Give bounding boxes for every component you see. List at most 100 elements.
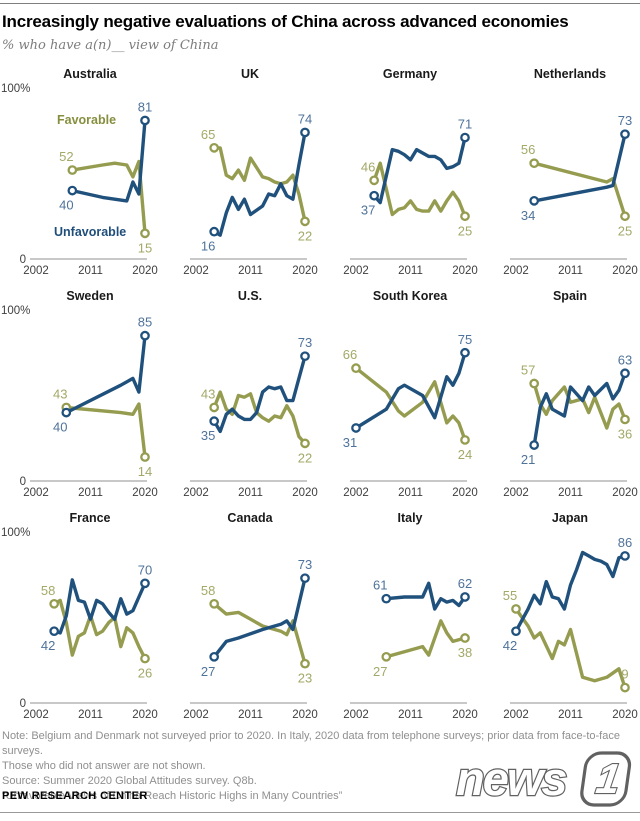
- favorable-start-value-label: 66: [343, 347, 357, 362]
- favorable-start-value-label: 46: [361, 159, 375, 174]
- chart-title: South Korea: [373, 289, 448, 303]
- chart-title: Japan: [552, 511, 588, 525]
- chart-cell-uk: UK 2002 2011 2020 65 22 16 74: [160, 62, 320, 284]
- note-line-1: Note: Belgium and Denmark not surveyed p…: [2, 730, 620, 757]
- news1-logo-word: news: [456, 752, 566, 805]
- unfavorable-end-marker: [300, 127, 310, 138]
- x-tick-label: 2002: [503, 487, 529, 499]
- favorable-end-marker: [460, 435, 470, 445]
- x-tick-label: 2020: [132, 265, 158, 277]
- favorable-line: [372, 161, 467, 218]
- x-tick-label: 2020: [292, 709, 318, 721]
- y-axis-top-label: 100%: [1, 305, 30, 317]
- unfavorable-line: [354, 351, 467, 430]
- unfavorable-start-value-label: 40: [59, 198, 73, 213]
- favorable-end-marker: [460, 633, 470, 643]
- unfavorable-end-value-label: 74: [298, 111, 312, 126]
- x-tick-label: 2002: [343, 487, 369, 499]
- unfavorable-start-marker: [61, 407, 72, 418]
- chart-title: Canada: [227, 511, 273, 525]
- unfavorable-start-value-label: 42: [503, 638, 517, 653]
- x-tick-label: 2011: [238, 265, 263, 277]
- unfavorable-end-value-label: 71: [458, 117, 472, 132]
- x-tick-label: 2020: [132, 487, 158, 499]
- favorable-start-value-label: 57: [521, 363, 535, 378]
- unfavorable-start-marker: [209, 226, 220, 237]
- favorable-end-value-label: 25: [458, 223, 472, 238]
- favorable-start-value-label: 43: [201, 386, 215, 401]
- x-tick-label: 2011: [78, 265, 103, 277]
- favorable-start-marker: [351, 363, 361, 373]
- unfavorable-start-value-label: 16: [201, 239, 215, 254]
- chart-title: Spain: [553, 289, 587, 303]
- chart-svg-netherlands: Netherlands 2002 2011 2020 56 25 34 73: [503, 67, 638, 277]
- x-tick-label: 2011: [398, 487, 423, 499]
- x-tick-label: 2020: [132, 709, 158, 721]
- legend-unfavorable-label: Unfavorable: [54, 225, 126, 239]
- favorable-start-marker: [209, 143, 220, 153]
- x-tick-label: 2020: [452, 265, 478, 277]
- x-tick-label: 2020: [292, 265, 318, 277]
- chart-svg-uk: UK 2002 2011 2020 65 22 16 74: [183, 67, 318, 277]
- favorable-line: [64, 402, 147, 459]
- x-tick-label: 2011: [558, 709, 583, 721]
- chart-title: U.S.: [238, 289, 262, 303]
- unfavorable-end-value-label: 81: [138, 99, 152, 114]
- y-axis-zero-label: 0: [20, 254, 26, 266]
- favorable-end-value-label: 23: [298, 671, 312, 686]
- favorable-end-marker: [140, 228, 150, 239]
- unfavorable-start-marker: [67, 185, 78, 196]
- x-tick-label: 2002: [183, 709, 209, 721]
- favorable-start-marker: [529, 158, 540, 169]
- favorable-start-marker: [511, 604, 521, 614]
- favorable-end-marker: [140, 653, 150, 664]
- y-axis-top-label: 100%: [1, 527, 30, 539]
- news1-logo: news 1: [455, 751, 632, 807]
- favorable-end-value-label: 22: [298, 228, 312, 243]
- top-rule: [0, 3, 640, 4]
- favorable-line: [384, 619, 467, 659]
- favorable-end-value-label: 38: [458, 645, 472, 660]
- x-tick-label: 2002: [183, 265, 209, 277]
- charts-grid: Australia 100% 0 2002 2011 2020 52 15 40 81 Favora…: [0, 62, 640, 728]
- chart-cell-netherlands: Netherlands 2002 2011 2020 56 25 34 73: [480, 62, 640, 284]
- note-line-2: Those who did not answer are not shown.: [2, 760, 206, 772]
- x-tick-label: 2011: [238, 709, 263, 721]
- favorable-start-value-label: 52: [59, 149, 73, 164]
- favorable-end-value-label: 9: [621, 667, 628, 682]
- chart-svg-canada: Canada 2002 2011 2020 58 23 27 73: [183, 511, 318, 721]
- x-tick-label: 2002: [23, 265, 49, 277]
- pew-research-center-label: PEW RESEARCH CENTER: [2, 790, 148, 802]
- unfavorable-start-value-label: 61: [373, 578, 387, 593]
- x-tick-label: 2011: [558, 265, 583, 277]
- unfavorable-start-marker: [209, 651, 220, 662]
- favorable-end-value-label: 24: [458, 447, 472, 462]
- favorable-start-value-label: 27: [373, 664, 387, 679]
- unfavorable-start-marker: [529, 440, 540, 450]
- y-axis-top-label: 100%: [1, 83, 30, 95]
- unfavorable-start-value-label: 37: [361, 203, 375, 218]
- chart-svg-spain: Spain 2002 2011 2020 57 36 21 63: [503, 289, 638, 499]
- unfavorable-end-value-label: 75: [458, 332, 472, 347]
- favorable-end-marker: [460, 211, 470, 222]
- x-tick-label: 2002: [503, 265, 529, 277]
- unfavorable-start-value-label: 27: [201, 664, 215, 679]
- unfavorable-line: [384, 581, 467, 611]
- chart-cell-south-korea: South Korea 2002 2011 2020 66 24 31 75: [320, 284, 480, 506]
- unfavorable-end-marker: [620, 551, 630, 561]
- unfavorable-start-marker: [529, 196, 540, 206]
- unfavorable-start-marker: [209, 416, 220, 426]
- unfavorable-line: [212, 130, 307, 237]
- unfavorable-line: [64, 334, 147, 415]
- favorable-start-value-label: 43: [53, 386, 67, 401]
- chart-svg-italy: Italy 2002 2011 2020 27 38 61 62: [343, 511, 478, 721]
- unfavorable-end-marker: [300, 351, 310, 362]
- x-tick-label: 2020: [612, 265, 638, 277]
- report-quote-line: “Unfavorable Views of China Reach Histor…: [2, 790, 343, 802]
- chart-title: UK: [241, 67, 259, 81]
- unfavorable-start-marker: [511, 626, 521, 637]
- unfavorable-start-value-label: 34: [521, 208, 535, 223]
